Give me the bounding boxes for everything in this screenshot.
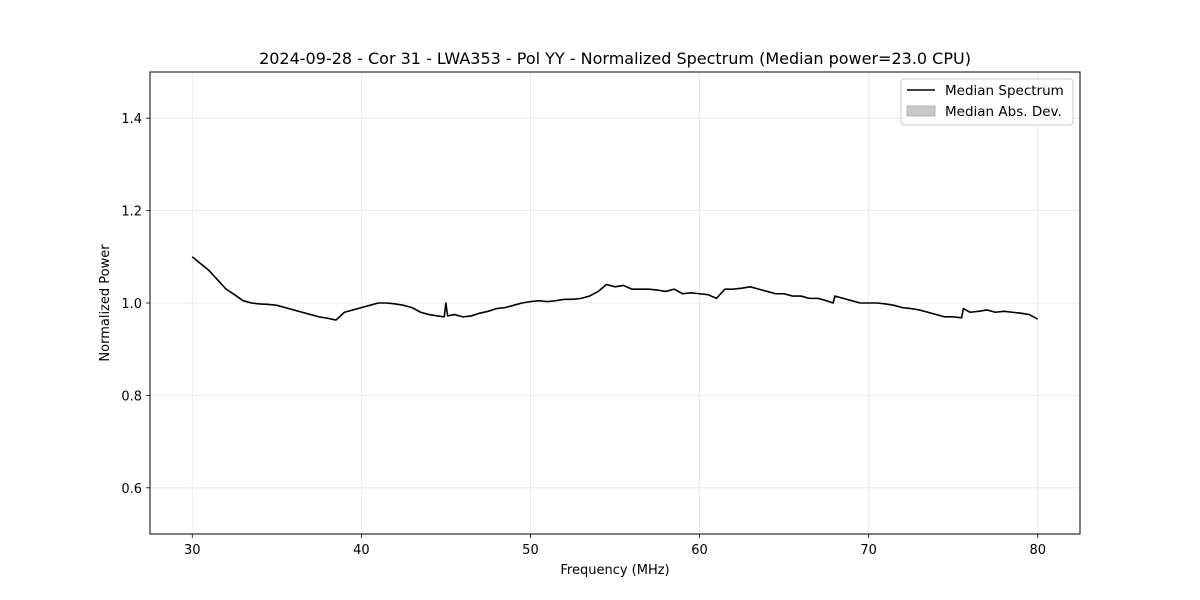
x-axis-label: Frequency (MHz) [560,563,669,578]
data-layer [191,256,1039,321]
legend-label-median-spectrum: Median Spectrum [945,83,1064,99]
ticks: 30 40 50 60 70 80 0.6 0.8 1.0 1.2 1.4 [121,112,1046,558]
x-tick-label: 80 [1029,543,1046,558]
x-tick-label: 60 [691,543,708,558]
series-line-median-spectrum [191,256,1039,321]
y-axis-label: Normalized Power [98,244,113,362]
legend-label-median-abs-dev: Median Abs. Dev. [945,104,1062,120]
y-tick-label: 1.0 [121,297,142,312]
legend: Median Spectrum Median Abs. Dev. [900,78,1074,126]
chart-title: 2024-09-28 - Cor 31 - LWA353 - Pol YY - … [259,49,971,68]
y-tick-label: 1.4 [121,112,142,127]
x-tick-label: 50 [522,543,539,558]
x-tick-label: 70 [860,543,877,558]
x-tick-label: 30 [184,543,201,558]
x-tick-label: 40 [353,543,370,558]
y-tick-label: 1.2 [121,205,142,220]
y-tick-label: 0.6 [121,482,142,497]
legend-box [900,78,1074,126]
y-tick-label: 0.8 [121,389,142,404]
legend-patch-swatch [906,105,936,117]
